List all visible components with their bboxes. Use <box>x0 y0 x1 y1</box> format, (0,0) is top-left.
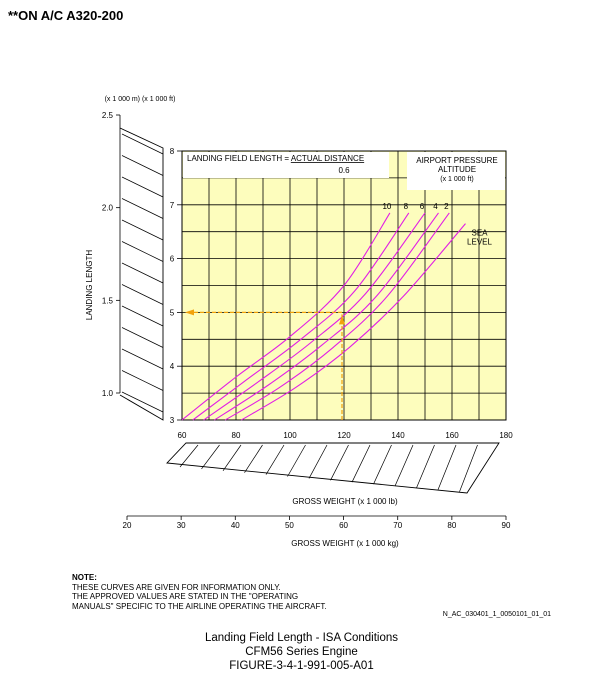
caption-engine: CFM56 Series Engine <box>245 646 358 658</box>
y-tick-label-ft: 6 <box>170 255 175 264</box>
ruler-hatch-bottom <box>351 444 371 483</box>
ruler-hatch-bottom <box>265 444 285 475</box>
y-tick-label-ft: 7 <box>170 201 175 210</box>
conversion-ruler-left <box>119 127 164 421</box>
ruler-hatch <box>121 305 164 327</box>
curve-label-4: 4 <box>433 202 438 211</box>
ruler-hatch-bottom <box>179 444 199 468</box>
note-line: THE APPROVED VALUES ARE STATED IN THE "O… <box>72 592 299 601</box>
legend-title-box <box>407 152 505 190</box>
note-line: MANUALS" SPECIFIC TO THE AIRLINE OPERATI… <box>72 601 327 611</box>
guide-arrow-left <box>185 309 194 316</box>
curve-label-sea-level: LEVEL <box>467 238 492 247</box>
ruler-hatch-bottom <box>459 444 478 492</box>
curve-label-10: 10 <box>382 202 391 211</box>
x-tick-label-lb: 60 <box>178 431 187 440</box>
legend-title-line: AIRPORT PRESSURE <box>416 156 498 165</box>
ruler-hatch <box>121 155 164 176</box>
x-tick-label-kg: 90 <box>502 521 511 530</box>
ruler-hatch <box>121 219 164 241</box>
ruler-hatch-bottom <box>201 444 220 470</box>
axes: 60 80 100 120 140 160 180 3 4 5 6 7 8 1.0 1.5 2.0 2.5 8 (x… <box>85 96 513 548</box>
page-header: **ON A/C A320-200 <box>8 8 124 23</box>
y-tick-label-m: 1.0 <box>102 389 114 398</box>
plot-grid <box>182 151 506 420</box>
chart-title-underlined: ACTUAL DISTANCE <box>291 154 364 163</box>
y-tick-label-m: 2.0 <box>102 204 114 213</box>
ruler-hatch <box>121 176 164 198</box>
note-block: NOTE: THESE CURVES ARE GIVEN FOR INFORMA… <box>72 573 327 611</box>
ruler-hatch <box>121 262 164 284</box>
figure-caption: Landing Field Length - ISA Conditions CF… <box>0 631 603 673</box>
ruler-hatch-bottom <box>244 444 263 473</box>
x-tick-label-kg: 50 <box>285 521 294 530</box>
ruler-hatch-bottom <box>287 444 306 477</box>
ruler-hatch-bottom <box>330 444 349 481</box>
x-axis-label-kg: GROSS WEIGHT (x 1 000 kg) <box>291 539 399 548</box>
curve-label-6: 6 <box>420 202 425 211</box>
legend-title-line: (x 1 000 ft) <box>440 176 473 183</box>
ruler-hatch-bottom <box>308 444 328 479</box>
y-tick-label-ft: 8 <box>170 147 175 156</box>
x-tick-label-lb: 80 <box>232 431 241 440</box>
ruler-hatch-bottom <box>416 444 435 489</box>
legend-title-line: ALTITUDE <box>438 165 476 174</box>
curve-altitude-2 <box>224 212 450 421</box>
curve-altitude-8 <box>192 212 410 421</box>
ruler-hatch <box>121 391 164 413</box>
note-line: THESE CURVES ARE GIVEN FOR INFORMATION O… <box>72 582 281 592</box>
x-tick-label-lb: 100 <box>283 431 297 440</box>
y-axis-label: LANDING LENGTH <box>85 250 94 320</box>
x-tick-label-kg: 40 <box>231 521 240 530</box>
title-box <box>183 152 389 178</box>
y-tick-label-ft: 4 <box>170 362 175 371</box>
ruler-hatch <box>121 370 164 391</box>
curve-altitude-4 <box>214 212 439 421</box>
guide-arrow-up <box>339 315 345 325</box>
ruler-hatch <box>121 241 164 262</box>
x-tick-label-kg: 30 <box>177 521 186 530</box>
y-tick-label-m: 2.5 <box>102 111 114 120</box>
curve-label-2: 2 <box>444 202 449 211</box>
x-axis-label-lb: GROSS WEIGHT (x 1 000 lb) <box>292 497 398 506</box>
note-label: NOTE: <box>72 573 97 582</box>
y-units-label: (x 1 000 m) (x 1 000 ft) <box>105 96 176 103</box>
curve-label-sea-level: SEA <box>471 229 488 238</box>
curve-altitude-sea-level <box>241 223 466 421</box>
x-tick-label-kg: 70 <box>393 521 402 530</box>
caption-figure-id: FIGURE-3-4-1-991-005-A01 <box>229 660 374 672</box>
y-tick-label-ft: 3 <box>170 416 175 425</box>
x-tick-label-lb: 140 <box>391 431 405 440</box>
curve-altitude-6 <box>203 212 426 421</box>
ruler-hatch-bottom <box>437 444 457 490</box>
curves <box>181 212 466 421</box>
ruler-hatch-bottom <box>222 444 242 472</box>
conversion-ruler-bottom <box>166 442 500 494</box>
ruler-hatch <box>121 133 164 155</box>
ruler-hatch <box>121 198 164 219</box>
curve-altitude-10 <box>181 212 391 421</box>
ruler-hatch <box>121 348 164 370</box>
y-tick-label-m: 1.5 <box>102 296 114 305</box>
x-tick-label-kg: 20 <box>123 521 132 530</box>
example-guides <box>185 309 345 420</box>
reference-code: N_AC_030401_1_0050101_01_01 <box>442 611 551 618</box>
x-tick-label-lb: 180 <box>499 431 513 440</box>
chart-title: LANDING FIELD LENGTH = ACTUAL DISTANCE <box>187 154 364 163</box>
ruler-hatch-bottom <box>373 444 392 485</box>
x-tick-label-lb: 120 <box>337 431 351 440</box>
ruler-hatch <box>121 327 164 348</box>
ruler-hatch-bottom <box>394 444 414 487</box>
ruler-hatch <box>121 284 164 305</box>
y-tick-label-ft: 5 <box>170 308 175 317</box>
x-tick-label-lb: 160 <box>445 431 459 440</box>
x-tick-label-kg: 60 <box>339 521 348 530</box>
caption-title: Landing Field Length - ISA Conditions <box>204 632 399 644</box>
title-divisor: 0.6 <box>338 166 350 175</box>
chart-title-prefix: LANDING FIELD LENGTH = <box>187 154 291 163</box>
x-tick-label-kg: 80 <box>447 521 456 530</box>
curve-label-8: 8 <box>404 202 409 211</box>
